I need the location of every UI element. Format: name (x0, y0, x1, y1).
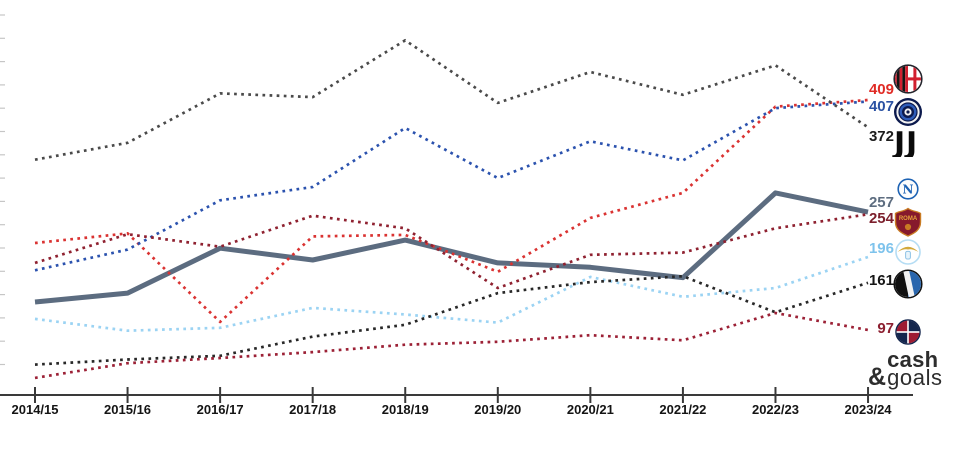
inter-value-label: 407 (868, 98, 894, 115)
roma-logo: ROMA (893, 207, 923, 237)
roma-value-label: 254 (868, 210, 894, 227)
juventus-value-label: 372 (868, 128, 894, 145)
x-axis-label: 2023/24 (844, 402, 892, 417)
svg-text:ROMA: ROMA (899, 216, 918, 222)
x-axis-label: 2022/23 (751, 402, 799, 417)
x-axis-label: 2015/16 (104, 402, 152, 417)
atalanta-value-label: 161 (868, 272, 894, 289)
x-axis-label: 2017/18 (289, 402, 337, 417)
x-axis-label: 2019/20 (474, 402, 522, 417)
watermark-ampersand: & (868, 363, 887, 392)
bologna-logo (895, 319, 921, 345)
roma-line (34, 212, 869, 290)
svg-text:J: J (904, 126, 917, 157)
atalanta-logo (893, 269, 923, 299)
x-axis-label: 2021/22 (659, 402, 707, 417)
inter-line (34, 100, 869, 272)
lazio-value-label: 196 (868, 240, 894, 257)
cashandgoals-watermark: & cash goals (868, 347, 943, 392)
milan-value-label: 409 (868, 81, 894, 98)
x-axis-label: 2016/17 (196, 402, 244, 417)
x-axis-label: 2020/21 (566, 402, 614, 417)
atalanta-line (34, 274, 869, 366)
x-axis-label: 2018/19 (381, 402, 429, 417)
napoli-value-label: 257 (868, 194, 894, 211)
milan-line (34, 98, 869, 324)
lazio-line (34, 255, 869, 333)
inter-logo (893, 97, 923, 127)
svg-text:N: N (903, 183, 914, 197)
napoli-logo: N (897, 178, 919, 200)
watermark-goals: goals (887, 365, 943, 391)
lazio-logo (895, 239, 921, 265)
bologna-value-label: 97 (877, 320, 894, 337)
napoli-line (34, 190, 869, 305)
milan-logo (893, 64, 923, 94)
bologna-line (34, 311, 869, 380)
juventus-line (34, 38, 869, 162)
svg-text:J: J (892, 126, 905, 157)
watermark-cash: cash (887, 347, 939, 372)
x-axis-label: 2014/15 (11, 402, 59, 417)
